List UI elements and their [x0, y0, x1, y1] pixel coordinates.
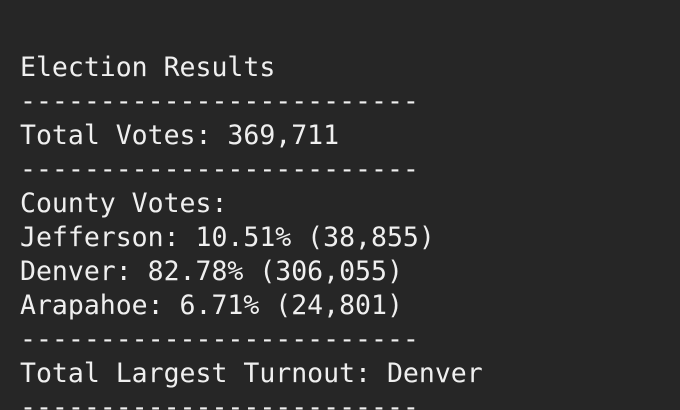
county-result-denver: Denver: 82.78% (306,055) [20, 256, 403, 287]
election-results-heading: Election Results [20, 52, 276, 83]
county-result-jefferson: Jefferson: 10.51% (38,855) [20, 222, 435, 253]
console-output: Election Results -----------------------… [20, 51, 483, 410]
total-votes-line: Total Votes: 369,711 [20, 120, 340, 151]
separator-line: ------------------------- [20, 154, 419, 185]
separator-line: ------------------------- [20, 324, 419, 355]
separator-line: ------------------------- [20, 86, 419, 117]
county-result-arapahoe: Arapahoe: 6.71% (24,801) [20, 290, 403, 321]
separator-line: ------------------------- [20, 392, 419, 410]
county-votes-heading: County Votes: [20, 188, 228, 219]
largest-turnout-line: Total Largest Turnout: Denver [20, 358, 483, 389]
